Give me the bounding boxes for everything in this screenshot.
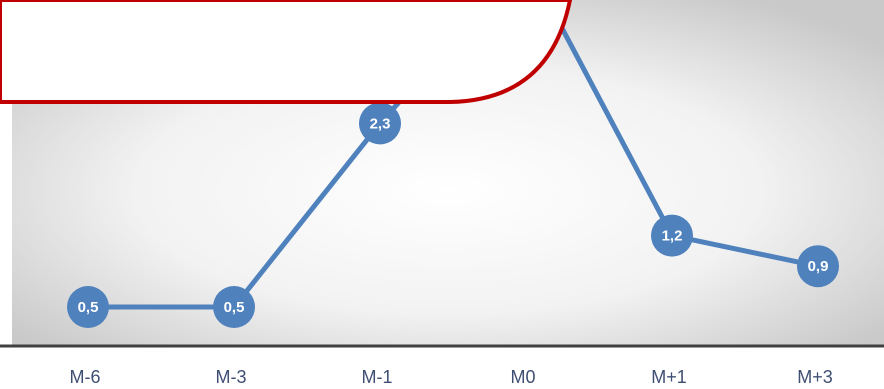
data-label: 2,3 bbox=[370, 115, 391, 132]
data-point-marker bbox=[359, 102, 401, 145]
data-point-marker bbox=[797, 245, 839, 288]
x-tick-label: M+3 bbox=[797, 367, 833, 387]
data-point-marker bbox=[651, 214, 693, 257]
data-label: 1,2 bbox=[662, 228, 683, 245]
x-tick-label: M-6 bbox=[70, 367, 101, 387]
data-point-marker bbox=[67, 286, 109, 328]
data-point-marker bbox=[213, 286, 255, 328]
x-tick-label: M-1 bbox=[362, 367, 393, 387]
data-label: 0,5 bbox=[224, 299, 245, 316]
x-tick-label: M0 bbox=[510, 367, 535, 387]
data-label: 0,9 bbox=[808, 258, 829, 275]
x-tick-label: M-3 bbox=[216, 367, 247, 387]
x-tick-label: M+1 bbox=[651, 367, 687, 387]
callout-shape bbox=[0, 0, 572, 104]
data-label: 0,5 bbox=[78, 299, 99, 316]
